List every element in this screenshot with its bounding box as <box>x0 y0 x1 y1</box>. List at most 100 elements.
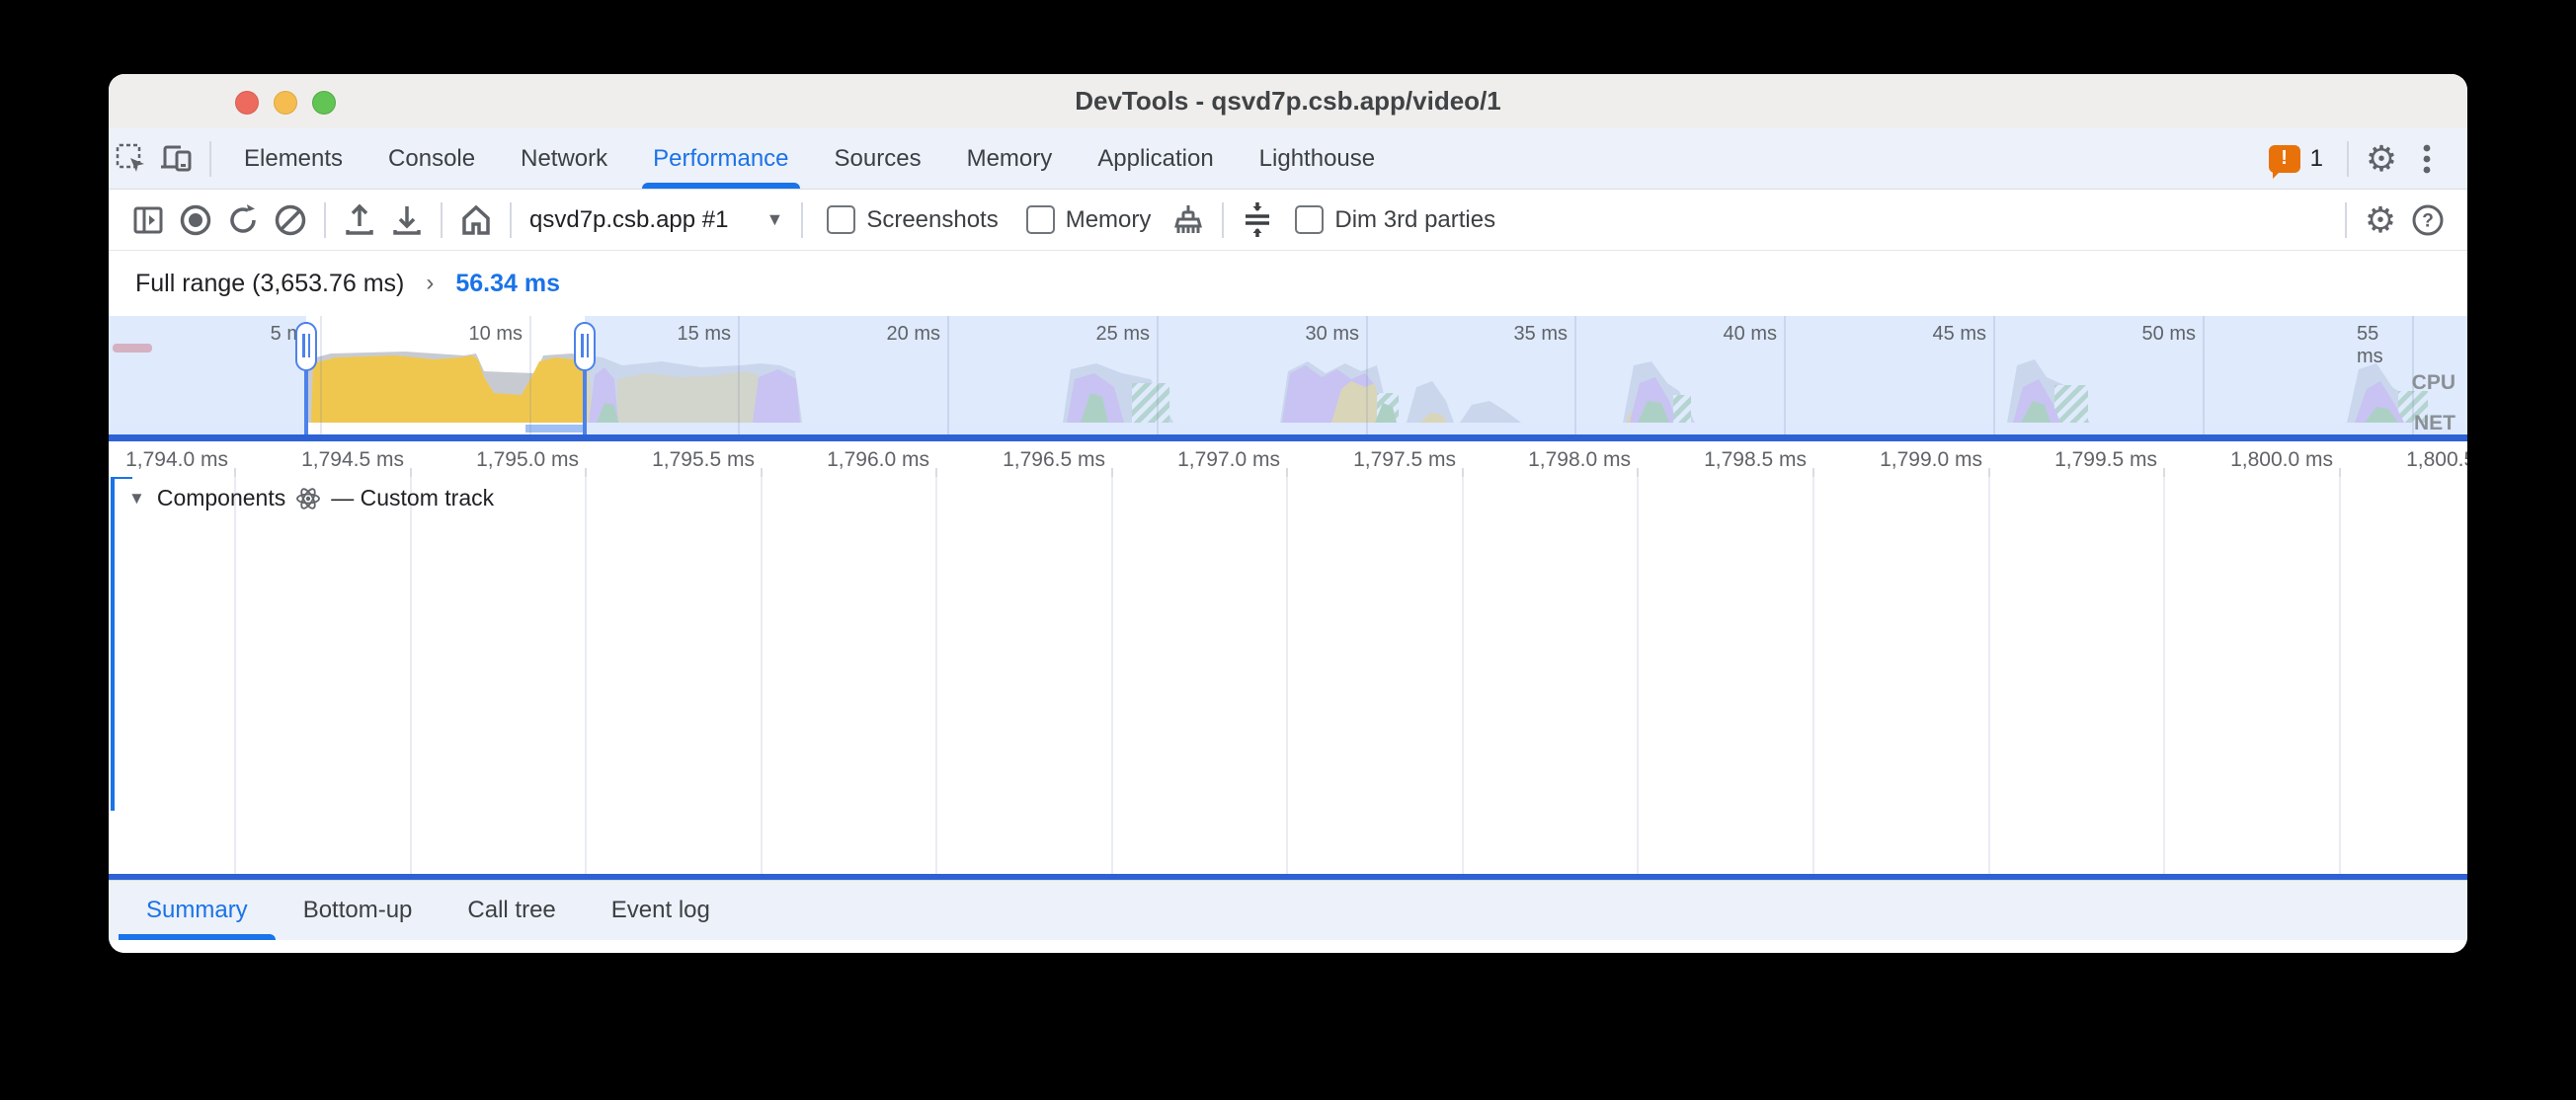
details-tab-summary[interactable]: Summary <box>119 881 276 940</box>
flame-gridline <box>1111 477 1113 874</box>
breadcrumb-selected-range[interactable]: 56.34 ms <box>455 269 560 297</box>
collapse-tracks-icon[interactable] <box>1234 196 1281 244</box>
timeline-ruler: 1,794.0 ms 1,794.5 ms 1,795.0 ms 1,795.5 ms… <box>109 441 2467 477</box>
settings-gear-icon[interactable]: ⚙ <box>2365 137 2398 179</box>
breadcrumb-full-range[interactable]: Full range (3,653.76 ms) <box>135 269 405 297</box>
ruler-tick-label: 1,795.5 ms <box>652 448 755 471</box>
timeline-breadcrumbs: Full range (3,653.76 ms) › 56.34 ms <box>109 251 2467 316</box>
flame-gridline <box>234 477 236 874</box>
tab-memory[interactable]: Memory <box>966 144 1053 172</box>
collapse-caret-icon[interactable]: ▼ <box>128 488 145 508</box>
details-tab-bottom-up[interactable]: Bottom-up <box>302 897 413 923</box>
flame-chart[interactable]: ▼ Components — Custom track RouterAppHom… <box>109 477 2467 874</box>
download-profile-icon[interactable] <box>383 196 431 244</box>
toolbar-right-cluster: ⚙ ? <box>2335 196 2467 244</box>
tab-application[interactable]: Application <box>1097 144 1214 172</box>
minimap-tick-label: 35 ms <box>1513 323 1568 345</box>
tab-network[interactable]: Network <box>521 144 608 172</box>
custom-track-header[interactable]: ▼ Components — Custom track <box>128 485 494 511</box>
tab-elements[interactable]: Elements <box>244 144 344 172</box>
upload-profile-icon[interactable] <box>336 196 383 244</box>
clear-icon[interactable] <box>267 196 314 244</box>
screenshots-label: Screenshots <box>866 205 999 233</box>
record-icon[interactable] <box>172 196 219 244</box>
devtools-window: DevTools - qsvd7p.csb.app/video/1 Elemen… <box>109 74 2467 953</box>
details-tab-call-tree[interactable]: Call tree <box>467 897 556 923</box>
timeline-minimap[interactable]: 5 ms 10 ms 15 ms 20 ms 25 ms 30 ms 35 ms 40 ms 4… <box>109 316 2467 434</box>
screenshots-checkbox[interactable]: Screenshots <box>827 205 999 234</box>
minimap-dim-overlay-right <box>585 316 2467 434</box>
ruler-tick <box>410 468 412 477</box>
ruler-tick <box>234 468 236 477</box>
flame-gridline <box>410 477 412 874</box>
tab-performance[interactable]: Performance <box>630 128 811 189</box>
separator <box>441 201 443 238</box>
issue-count[interactable]: 1 <box>2309 144 2323 172</box>
react-atom-icon <box>295 486 321 511</box>
target-selector-value: qsvd7p.csb.app #1 <box>529 205 729 233</box>
performance-toolbar: qsvd7p.csb.app #1 ▼ Screenshots Memory <box>109 190 2467 251</box>
minimap-tick-label: 50 ms <box>2141 323 2196 345</box>
ruler-tick-label: 1,797.0 ms <box>1177 448 1280 471</box>
track-focus-edge <box>111 477 115 811</box>
minimap-gridline <box>1574 316 1576 434</box>
minimap-window-right-handle[interactable] <box>583 322 587 434</box>
help-icon[interactable]: ? <box>2404 196 2452 244</box>
minimize-window-button[interactable] <box>274 91 297 115</box>
network-request-bar <box>525 425 583 432</box>
memory-checkbox[interactable]: Memory <box>1025 205 1152 234</box>
separator <box>2347 140 2349 177</box>
details-tab-event-log[interactable]: Event log <box>610 897 710 923</box>
toggle-sidebar-icon[interactable] <box>124 196 172 244</box>
ruler-tick-label: 1,799.0 ms <box>1880 448 1982 471</box>
device-toolbar-icon[interactable] <box>154 136 200 182</box>
minimap-gridline <box>1993 316 1995 434</box>
ruler-tick <box>935 468 937 477</box>
minimap-right-grip[interactable] <box>574 322 596 371</box>
minimap-gridline <box>2203 316 2205 434</box>
tab-sources[interactable]: Sources <box>834 144 922 172</box>
home-icon[interactable] <box>452 196 500 244</box>
close-window-button[interactable] <box>235 91 259 115</box>
capture-settings-gear-icon[interactable]: ⚙ <box>2364 198 2397 240</box>
minimap-tick-label: 30 ms <box>1305 323 1359 345</box>
tab-lighthouse[interactable]: Lighthouse <box>1258 144 1376 172</box>
target-selector[interactable]: qsvd7p.csb.app #1 ▼ <box>522 206 791 234</box>
pane-divider-top[interactable] <box>109 434 2467 441</box>
chevron-down-icon: ▼ <box>765 209 784 229</box>
fullscreen-window-button[interactable] <box>312 91 336 115</box>
inspect-element-icon[interactable] <box>109 136 154 182</box>
minimap-left-grip[interactable] <box>295 322 317 371</box>
ruler-tick <box>1637 468 1639 477</box>
ruler-tick-label: 1,796.5 ms <box>1003 448 1105 471</box>
minimap-gridline <box>1784 316 1786 434</box>
net-track-label: NET <box>2414 412 2455 434</box>
flame-gridline <box>1988 477 1990 874</box>
minimap-window-left-handle[interactable] <box>304 322 308 434</box>
details-pane <box>109 940 2467 953</box>
ruler-tick-label: 1,799.5 ms <box>2054 448 2157 471</box>
more-menu-icon[interactable] <box>2404 136 2450 182</box>
garbage-collect-icon[interactable] <box>1165 196 1212 244</box>
separator <box>1222 201 1225 238</box>
separator <box>209 140 211 177</box>
flame-gridline <box>1637 477 1639 874</box>
minimap-gridline <box>2412 316 2414 434</box>
panel-tabs: Elements Console Network Performance Sources… <box>221 128 1398 189</box>
reload-record-icon[interactable] <box>219 196 267 244</box>
devtools-tab-bar: Elements Console Network Performance Sources… <box>109 128 2467 190</box>
tab-console[interactable]: Console <box>388 144 476 172</box>
ruler-tick-label: 1,800.0 ms <box>2230 448 2333 471</box>
memory-label: Memory <box>1065 205 1152 233</box>
flame-gridline <box>585 477 587 874</box>
console-warning-icon[interactable]: ! <box>2268 144 2300 179</box>
ruler-tick <box>1988 468 1990 477</box>
ruler-tick-label: 1,796.0 ms <box>827 448 929 471</box>
chevron-right-icon: › <box>426 270 435 296</box>
minimap-tick-label: 25 ms <box>1095 323 1150 345</box>
tabbar-right-cluster: ! 1 ⚙ <box>2268 136 2467 182</box>
dim-3rd-parties-checkbox[interactable]: Dim 3rd parties <box>1295 205 1495 234</box>
track-focus-edge-top <box>111 477 132 479</box>
ruler-tick <box>2339 468 2341 477</box>
pane-divider-bottom[interactable] <box>109 874 2467 880</box>
